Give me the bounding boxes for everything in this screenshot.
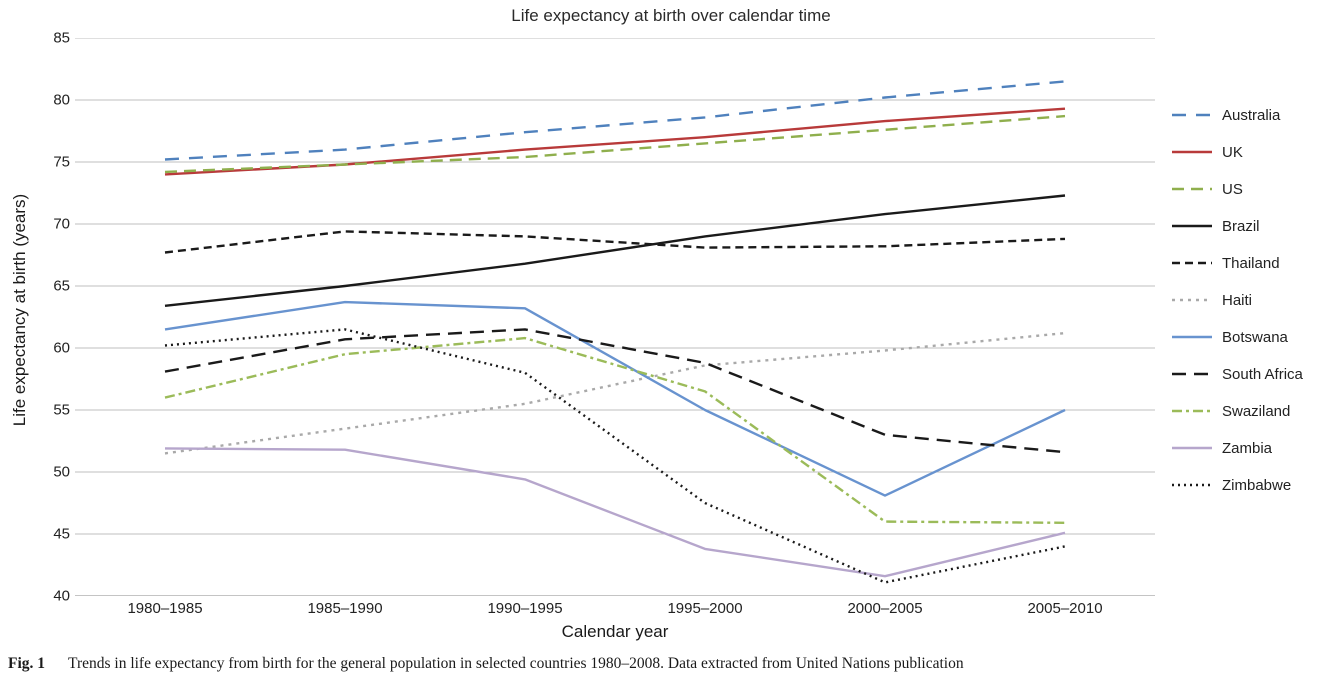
legend-item: UK: [1170, 142, 1335, 162]
legend-swatch: [1170, 105, 1214, 125]
x-axis-label: Calendar year: [75, 622, 1155, 642]
y-tick-label: 80: [34, 92, 70, 109]
legend-swatch: [1170, 475, 1214, 495]
x-tick-label: 1995–2000: [667, 600, 742, 617]
y-tick-label: 75: [34, 154, 70, 171]
legend-swatch: [1170, 216, 1214, 236]
y-tick-label: 60: [34, 340, 70, 357]
legend-swatch: [1170, 290, 1214, 310]
legend-label: Australia: [1222, 107, 1280, 124]
x-tick-label: 2000–2005: [847, 600, 922, 617]
legend-item: Swaziland: [1170, 401, 1335, 421]
legend-swatch: [1170, 364, 1214, 384]
legend-label: Brazil: [1222, 218, 1260, 235]
y-tick-label: 70: [34, 216, 70, 233]
legend-label: Zimbabwe: [1222, 477, 1291, 494]
legend-item: Botswana: [1170, 327, 1335, 347]
y-tick-label: 65: [34, 278, 70, 295]
legend-item: Thailand: [1170, 253, 1335, 273]
legend-item: Brazil: [1170, 216, 1335, 236]
legend-swatch: [1170, 142, 1214, 162]
legend-swatch: [1170, 438, 1214, 458]
x-tick-label: 2005–2010: [1027, 600, 1102, 617]
legend-item: South Africa: [1170, 364, 1335, 384]
legend-item: Zambia: [1170, 438, 1335, 458]
y-tick-label: 55: [34, 402, 70, 419]
legend-item: Australia: [1170, 105, 1335, 125]
y-tick-labels: 40455055606570758085: [34, 38, 70, 596]
plot-area: [75, 38, 1155, 596]
legend-swatch: [1170, 253, 1214, 273]
y-tick-label: 40: [34, 588, 70, 605]
y-axis-label: Life expectancy at birth (years): [8, 0, 32, 620]
x-tick-label: 1985–1990: [307, 600, 382, 617]
legend-label: Thailand: [1222, 255, 1280, 272]
legend-swatch: [1170, 327, 1214, 347]
y-tick-label: 50: [34, 464, 70, 481]
legend-label: Haiti: [1222, 292, 1252, 309]
figure-caption: Fig. 1 Trends in life expectancy from bi…: [8, 655, 1342, 673]
legend-label: Botswana: [1222, 329, 1288, 346]
legend-label: Swaziland: [1222, 403, 1290, 420]
legend-label: US: [1222, 181, 1243, 198]
legend-item: Haiti: [1170, 290, 1335, 310]
chart-svg: [75, 38, 1155, 596]
legend-item: Zimbabwe: [1170, 475, 1335, 495]
y-tick-label: 85: [34, 30, 70, 47]
legend-swatch: [1170, 401, 1214, 421]
figure-caption-label: Fig. 1: [8, 655, 45, 672]
legend-label: Zambia: [1222, 440, 1272, 457]
legend-item: US: [1170, 179, 1335, 199]
figure-container: Life expectancy at birth over calendar t…: [0, 0, 1342, 678]
x-tick-label: 1980–1985: [127, 600, 202, 617]
legend: Australia UK US Brazil Thailand Haiti Botswana…: [1170, 105, 1335, 512]
chart-title: Life expectancy at birth over calendar t…: [0, 6, 1342, 26]
legend-label: UK: [1222, 144, 1243, 161]
figure-caption-text: Trends in life expectancy from birth for…: [68, 655, 964, 672]
legend-swatch: [1170, 179, 1214, 199]
y-tick-label: 45: [34, 526, 70, 543]
x-tick-labels: 1980–1985 1985–1990 1990–1995 1995–2000 2000…: [75, 600, 1155, 620]
x-tick-label: 1990–1995: [487, 600, 562, 617]
legend-label: South Africa: [1222, 366, 1303, 383]
